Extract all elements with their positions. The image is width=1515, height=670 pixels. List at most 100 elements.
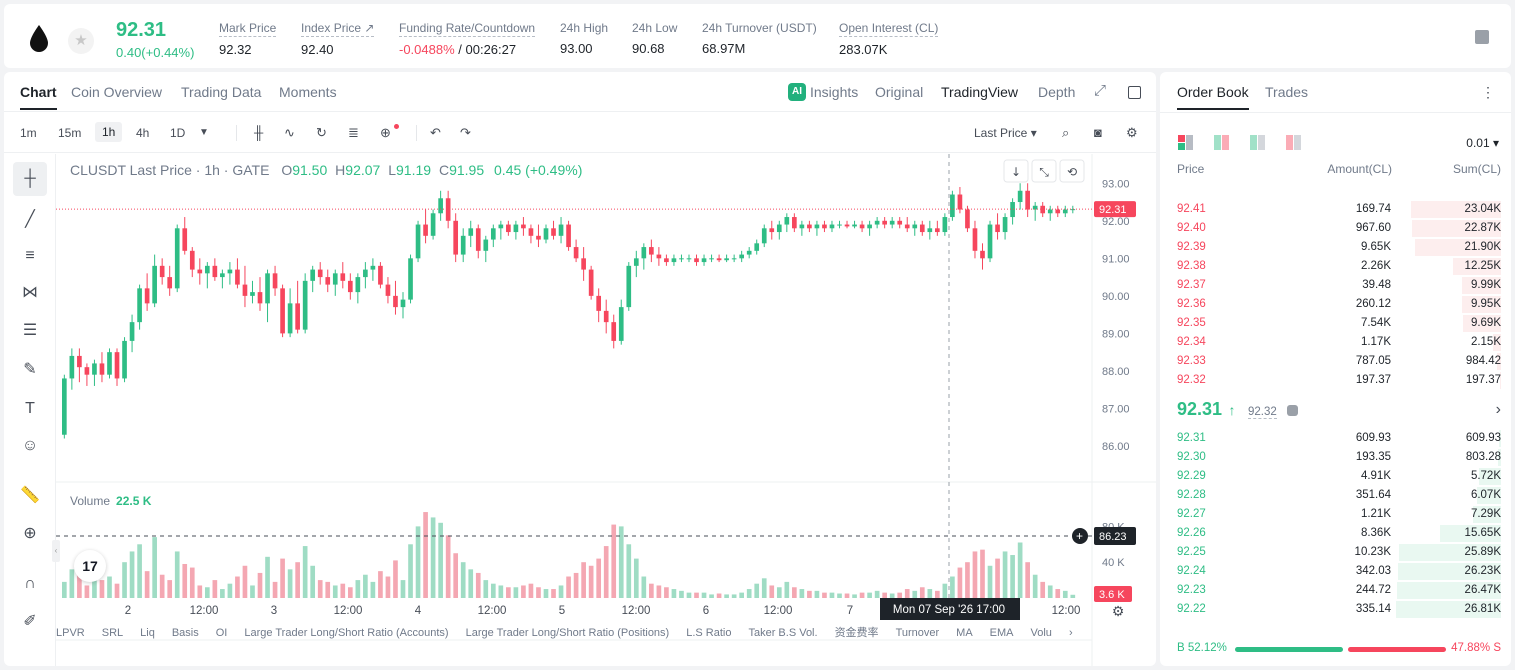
bid-row[interactable]: 92.25 10.23K 25.89K — [1177, 543, 1501, 562]
tab-coin-overview[interactable]: Coin Overview — [71, 84, 163, 100]
volume-bar — [746, 589, 752, 598]
fib-icon[interactable]: ☰ — [22, 322, 38, 339]
scroll-right-icon[interactable]: › — [1068, 627, 1073, 639]
indicators-icon[interactable]: ∿ — [284, 125, 295, 140]
ask-row[interactable]: 92.39 9.65K 21.90K — [1177, 238, 1501, 257]
precision-select[interactable]: 0.01 ▾ — [1466, 136, 1499, 150]
trendline-icon[interactable]: ╱ — [25, 211, 35, 228]
bid-row[interactable]: 92.26 8.36K 15.65K — [1177, 524, 1501, 543]
stat-funding-rate: Funding Rate/Countdown -0.0488% / 00:26:… — [399, 21, 536, 57]
indicator-lt-positions[interactable]: Large Trader Long/Short Ratio (Positions… — [465, 627, 670, 639]
hlines-icon[interactable]: ≡ — [25, 247, 35, 264]
emoji-icon[interactable]: ☺ — [21, 437, 39, 454]
tab-insights[interactable]: Insights — [810, 84, 859, 100]
ask-row[interactable]: 92.35 7.54K 9.69K — [1177, 314, 1501, 333]
replay-icon[interactable]: ↻ — [316, 125, 327, 140]
ask-row[interactable]: 92.38 2.26K 12.25K — [1177, 257, 1501, 276]
window-icon[interactable] — [1128, 86, 1141, 99]
bid-price: 92.28 — [1177, 489, 1206, 501]
templates-icon[interactable]: ≣ — [348, 125, 359, 140]
book-view-icons[interactable] — [1178, 134, 1308, 152]
stat-index-price[interactable]: Index Price ↗ 92.40 — [301, 21, 375, 57]
indicator-lpvr[interactable]: LPVR — [56, 627, 85, 639]
indicator-liq[interactable]: Liq — [140, 627, 155, 639]
more-menu-icon[interactable]: ⋮ — [1481, 84, 1495, 100]
price-chart[interactable]: 93.00 92.00 91.00 90.00 89.00 88.00 87.00 86.00… — [56, 154, 1156, 666]
pattern-icon[interactable]: ⋈ — [22, 284, 38, 301]
ask-row[interactable]: 92.32 197.37 197.37 — [1177, 371, 1501, 390]
add-alert-icon[interactable]: ⊕ — [380, 125, 391, 140]
indicator-taker-vol[interactable]: Taker B.S Vol. — [748, 627, 818, 639]
ask-amount: 260.12 — [1355, 298, 1391, 310]
tab-trading-data[interactable]: Trading Data — [181, 84, 262, 100]
redo-icon[interactable]: ↷ — [460, 125, 471, 140]
brush-icon[interactable]: ✎ — [23, 361, 37, 378]
text-tool-icon[interactable]: T — [25, 400, 35, 417]
indicator-basis[interactable]: Basis — [171, 627, 199, 639]
indicator-ls-ratio[interactable]: L.S Ratio — [686, 627, 732, 639]
book-icon[interactable] — [1475, 30, 1489, 44]
tab-chart[interactable]: Chart — [20, 84, 57, 110]
zoom-in-icon[interactable]: ⊕ — [23, 525, 37, 542]
undo-icon[interactable]: ↶ — [430, 125, 441, 140]
bid-row[interactable]: 92.29 4.91K 5.72K — [1177, 467, 1501, 486]
bid-row[interactable]: 92.28 351.64 6.07K — [1177, 486, 1501, 505]
indicator-lt-accounts[interactable]: Large Trader Long/Short Ratio (Accounts) — [244, 627, 449, 639]
collapse-toolbar-icon[interactable]: ‹ — [52, 540, 60, 562]
depth-bar — [1399, 544, 1501, 561]
chevron-right-icon[interactable]: › — [1495, 401, 1501, 418]
candle-body — [189, 250, 195, 270]
price-type-select[interactable]: Last Price ▾ — [974, 126, 1037, 140]
candle-body — [272, 273, 278, 289]
bid-row[interactable]: 92.30 193.35 803.28 — [1177, 448, 1501, 467]
expand-icon[interactable]: ⤢ — [1094, 82, 1107, 99]
divider — [416, 125, 417, 141]
tab-depth[interactable]: Depth — [1038, 84, 1076, 100]
ask-row[interactable]: 92.33 787.05 984.42 — [1177, 352, 1501, 371]
candle-body — [965, 209, 970, 229]
candle-body — [596, 295, 602, 311]
indicator-ema[interactable]: EMA — [989, 627, 1014, 639]
volume-bar — [649, 583, 654, 598]
ask-row[interactable]: 92.34 1.17K 2.15K — [1177, 333, 1501, 352]
indicator-volume[interactable]: Volu — [1030, 627, 1052, 639]
indicator-srl[interactable]: SRL — [101, 627, 124, 639]
search-icon[interactable]: ⌕ — [1062, 125, 1070, 140]
ask-row[interactable]: 92.40 967.60 22.87K — [1177, 219, 1501, 238]
magnet-icon[interactable]: ∩ — [24, 575, 36, 592]
bid-row[interactable]: 92.24 342.03 26.23K — [1177, 562, 1501, 581]
indicator-oi[interactable]: OI — [215, 627, 228, 639]
timeframe-4h[interactable]: 4h — [136, 126, 150, 140]
tab-original[interactable]: Original — [875, 84, 924, 100]
bid-row[interactable]: 92.22 335.14 26.81K — [1177, 600, 1501, 619]
tab-tradingview[interactable]: TradingView — [941, 84, 1019, 100]
timeframe-15m[interactable]: 15m — [58, 126, 82, 140]
timeframe-1m[interactable]: 1m — [20, 126, 37, 140]
ask-row[interactable]: 92.36 260.12 9.95K — [1177, 295, 1501, 314]
ruler-icon[interactable]: 📏 — [20, 487, 40, 504]
pencil-lock-icon[interactable]: ✐ — [23, 613, 37, 630]
tab-trades[interactable]: Trades — [1265, 84, 1309, 100]
screenshot-icon[interactable]: ◙ — [1094, 125, 1102, 140]
candle-body — [445, 198, 451, 221]
timeframe-1d[interactable]: 1D — [170, 126, 186, 140]
timeframe-dropdown-icon[interactable]: ▼ — [199, 127, 209, 138]
bid-row[interactable]: 92.31 609.93 609.93 — [1177, 429, 1501, 448]
tab-moments[interactable]: Moments — [279, 84, 337, 100]
tab-order-book[interactable]: Order Book — [1177, 84, 1249, 110]
volume-bar — [596, 558, 602, 598]
bid-row[interactable]: 92.27 1.21K 7.29K — [1177, 505, 1501, 524]
timeframe-1h[interactable]: 1h — [95, 122, 123, 142]
indicator-funding-rate[interactable]: 资金费率 — [834, 627, 879, 639]
crosshair-icon[interactable]: ┼ — [13, 162, 47, 196]
ask-row[interactable]: 92.37 39.48 9.99K — [1177, 276, 1501, 295]
indicator-ma[interactable]: MA — [956, 627, 973, 639]
bid-amount: 1.21K — [1360, 508, 1391, 520]
indicator-turnover[interactable]: Turnover — [895, 627, 940, 639]
candle-type-icon[interactable]: ╫ — [254, 125, 264, 140]
ask-row[interactable]: 92.41 169.74 23.04K — [1177, 200, 1501, 219]
bid-row[interactable]: 92.23 244.72 26.47K — [1177, 581, 1501, 600]
favorite-star-icon[interactable]: ★ — [68, 28, 94, 54]
settings-gear-icon[interactable]: ⚙ — [1126, 125, 1138, 140]
candle-body — [182, 228, 188, 251]
